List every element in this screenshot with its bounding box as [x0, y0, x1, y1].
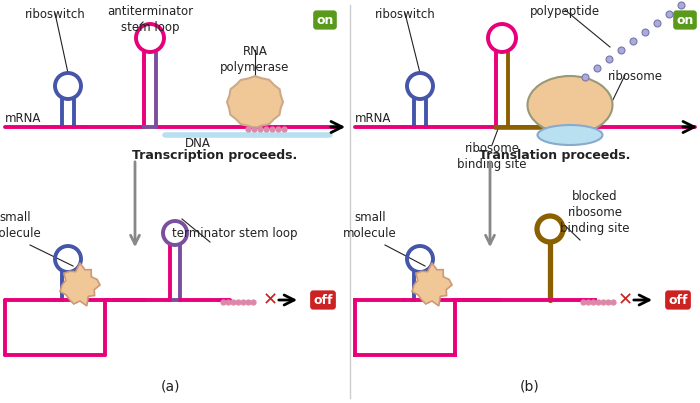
Text: on: on	[676, 13, 694, 27]
Text: ✕: ✕	[262, 291, 278, 309]
Text: small
molecule: small molecule	[343, 211, 397, 240]
Ellipse shape	[528, 76, 612, 134]
Text: riboswitch: riboswitch	[374, 8, 435, 21]
Text: small
molecule: small molecule	[0, 211, 42, 240]
Text: terminator stem loop: terminator stem loop	[172, 227, 298, 240]
Text: mRNA: mRNA	[355, 112, 391, 125]
Text: ribosome
binding site: ribosome binding site	[457, 142, 526, 171]
Polygon shape	[60, 263, 100, 306]
Text: polypeptide: polypeptide	[530, 5, 600, 18]
Text: DNA: DNA	[185, 137, 211, 150]
Text: mRNA: mRNA	[5, 112, 41, 125]
Polygon shape	[227, 76, 283, 128]
Polygon shape	[412, 263, 452, 306]
Ellipse shape	[538, 125, 603, 145]
Text: ✕: ✕	[617, 291, 633, 309]
Text: riboswitch: riboswitch	[25, 8, 85, 21]
Text: ribosome: ribosome	[608, 70, 662, 83]
Text: on: on	[316, 13, 334, 27]
Text: blocked
ribosome
binding site: blocked ribosome binding site	[560, 190, 630, 235]
Text: Translation proceeds.: Translation proceeds.	[480, 149, 631, 162]
Text: Transcription proceeds.: Transcription proceeds.	[132, 149, 298, 162]
Text: (a): (a)	[160, 379, 180, 393]
Text: (b): (b)	[520, 379, 540, 393]
Text: RNA
polymerase: RNA polymerase	[220, 45, 290, 74]
Text: off: off	[668, 293, 687, 307]
Text: antiterminator
stem loop: antiterminator stem loop	[107, 5, 193, 34]
Text: off: off	[314, 293, 332, 307]
